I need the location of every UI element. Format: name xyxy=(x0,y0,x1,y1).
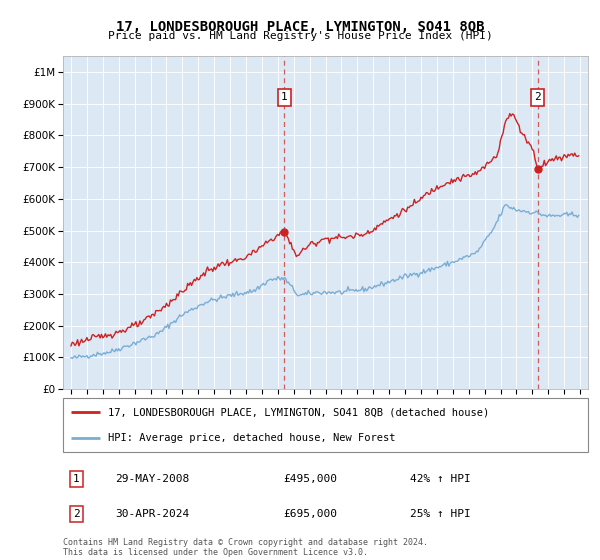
Text: £695,000: £695,000 xyxy=(284,509,337,519)
Text: 1: 1 xyxy=(281,92,287,102)
Text: 17, LONDESBOROUGH PLACE, LYMINGTON, SO41 8QB: 17, LONDESBOROUGH PLACE, LYMINGTON, SO41… xyxy=(116,20,484,34)
Text: Price paid vs. HM Land Registry's House Price Index (HPI): Price paid vs. HM Land Registry's House … xyxy=(107,31,493,41)
Text: 25% ↑ HPI: 25% ↑ HPI xyxy=(409,509,470,519)
Text: HPI: Average price, detached house, New Forest: HPI: Average price, detached house, New … xyxy=(107,433,395,442)
Text: 30-APR-2024: 30-APR-2024 xyxy=(115,509,190,519)
Text: 1: 1 xyxy=(73,474,79,484)
Point xyxy=(280,228,289,237)
Text: £495,000: £495,000 xyxy=(284,474,337,484)
Text: 29-MAY-2008: 29-MAY-2008 xyxy=(115,474,190,484)
FancyBboxPatch shape xyxy=(63,398,588,452)
Text: 42% ↑ HPI: 42% ↑ HPI xyxy=(409,474,470,484)
Text: 2: 2 xyxy=(73,509,79,519)
Text: 2: 2 xyxy=(534,92,541,102)
Text: 17, LONDESBOROUGH PLACE, LYMINGTON, SO41 8QB (detached house): 17, LONDESBOROUGH PLACE, LYMINGTON, SO41… xyxy=(107,408,489,417)
Point xyxy=(533,164,542,173)
Text: Contains HM Land Registry data © Crown copyright and database right 2024.
This d: Contains HM Land Registry data © Crown c… xyxy=(63,538,428,557)
